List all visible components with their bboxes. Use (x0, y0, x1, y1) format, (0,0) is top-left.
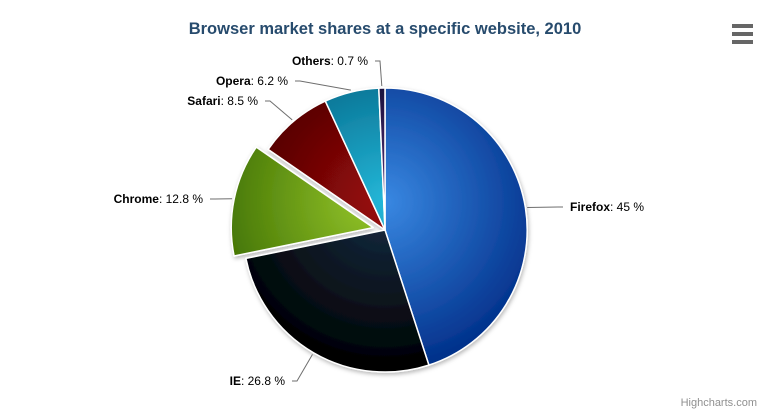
pie-slice-firefox[interactable] (384, 87, 528, 366)
label-connector-safari (265, 100, 293, 121)
data-label-ie[interactable]: IE: 26.8 % (230, 374, 286, 388)
pie-series (230, 87, 528, 373)
data-label-safari[interactable]: Safari: 8.5 % (187, 94, 258, 108)
pie-slice-others[interactable] (378, 87, 386, 231)
data-label-opera[interactable]: Opera: 6.2 % (216, 74, 288, 88)
context-menu-button[interactable] (730, 22, 755, 46)
data-label-chrome[interactable]: Chrome: 12.8 % (114, 192, 204, 206)
chart-title: Browser market shares at a specific webs… (189, 20, 582, 38)
credits-link[interactable]: Highcharts.com (681, 397, 757, 409)
hamburger-icon (732, 24, 753, 44)
pie-slice-ie[interactable] (245, 229, 430, 373)
label-connector-ie (292, 354, 313, 382)
hamburger-bar (732, 40, 753, 44)
data-label-firefox[interactable]: Firefox: 45 % (570, 200, 644, 214)
hamburger-bar (732, 24, 753, 28)
data-labels-group: Firefox: 45 % IE: 26.8 % Chrome: 12.8 % Saf… (114, 54, 645, 388)
pie-slice-chrome[interactable] (230, 146, 374, 257)
hamburger-bar (732, 32, 753, 36)
data-label-others[interactable]: Others: 0.7 % (292, 54, 368, 68)
label-connector-others (375, 60, 383, 87)
label-connector-firefox (527, 206, 563, 208)
label-connector-opera (295, 80, 351, 91)
